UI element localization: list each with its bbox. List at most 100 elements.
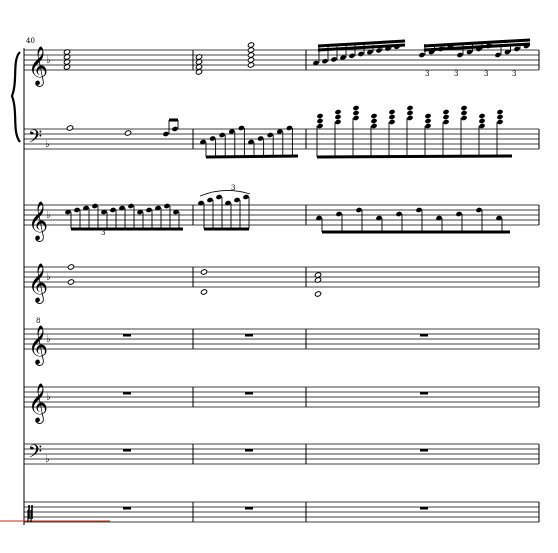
whole-rest: [123, 507, 131, 510]
clef-treble: 𝄞: [28, 201, 48, 242]
whole-rest: [245, 507, 253, 510]
note-head: [356, 207, 362, 213]
note-head: [443, 119, 449, 125]
beam: [317, 39, 406, 48]
note-head: [216, 194, 222, 200]
note-head: [198, 200, 204, 206]
note-head-open: [247, 42, 255, 48]
measure-number: 40: [26, 37, 35, 45]
staff-chord-staff: 𝄞♭: [24, 263, 540, 304]
note-head: [456, 211, 462, 217]
note-head: [267, 132, 274, 138]
key-flat: ♭: [46, 55, 51, 66]
staff-piano-right-hand: 𝄞♭: [24, 46, 540, 87]
note-head-open: [67, 279, 75, 285]
clef-treble: 𝄞: [28, 383, 48, 424]
note-head: [457, 52, 463, 58]
note-head: [317, 113, 323, 119]
staff-octave-treble-staff: 𝄞♭: [24, 325, 540, 366]
note-head: [155, 205, 161, 211]
note-head: [335, 119, 341, 125]
note-head-open: [63, 59, 71, 65]
beam: [205, 154, 299, 159]
whole-rest: [420, 392, 428, 395]
note-head: [407, 115, 413, 121]
note-head: [238, 125, 245, 131]
staff-bass-staff-rests: 𝄢 ♭: [24, 442, 540, 467]
note-head-open: [67, 264, 75, 270]
note-head: [436, 215, 442, 221]
note-head: [407, 105, 413, 111]
note-head: [207, 197, 213, 203]
note-head: [371, 113, 377, 119]
note-head: [92, 203, 98, 209]
note-head: [407, 110, 413, 116]
staff-piano-left-hand: 𝄢 ♭: [24, 127, 540, 152]
beam: [423, 38, 531, 48]
note-head: [83, 205, 89, 211]
staff-percussion-staff: [24, 501, 540, 523]
whole-rest: [420, 449, 428, 452]
note-head: [497, 114, 503, 120]
note-head-open: [200, 289, 208, 295]
note-head: [219, 132, 226, 138]
whole-rest: [123, 392, 131, 395]
key-flat: ♭: [46, 272, 51, 283]
note-head: [146, 207, 152, 213]
note-head: [128, 203, 134, 209]
note-head: [389, 114, 395, 120]
note-head: [137, 209, 143, 215]
note-head: [479, 118, 485, 124]
key-flat: ♭: [46, 392, 51, 403]
note-head: [209, 136, 216, 141]
note-head: [317, 118, 323, 124]
note-head-open: [195, 54, 203, 60]
note-head-open: [63, 54, 71, 60]
note-head: [376, 215, 382, 221]
note-head: [286, 125, 293, 131]
note-head: [497, 109, 503, 115]
note-head: [173, 209, 179, 215]
tuplet-label: 3: [101, 229, 105, 237]
note-head: [335, 109, 341, 115]
note-head: [65, 209, 71, 215]
whole-rest: [245, 392, 253, 395]
note-head: [461, 105, 467, 111]
note-head: [358, 51, 364, 57]
note-head-open: [200, 269, 208, 275]
note-head-open: [66, 125, 74, 131]
note-head: [172, 126, 178, 132]
note-head-open: [247, 47, 255, 53]
note-head: [425, 118, 431, 124]
note-head: [371, 123, 377, 129]
note-head: [461, 115, 467, 121]
note-head: [349, 53, 355, 59]
note-head: [331, 57, 337, 62]
key-flat: ♭: [46, 210, 51, 221]
note-head-open: [314, 272, 322, 278]
octave-eight-mark: 8: [36, 317, 40, 325]
note-head: [317, 123, 323, 129]
note-head: [461, 110, 467, 116]
staves: 𝄞♭𝄢 ♭𝄞♭𝄞♭𝄞♭𝄞♭𝄢 ♭: [24, 46, 540, 523]
tuplet-label: 3: [231, 184, 235, 192]
note-head: [340, 55, 346, 60]
clef-treble: 𝄞: [28, 263, 48, 304]
note-head: [419, 52, 425, 58]
note-head-open: [195, 69, 203, 75]
key-flat: ♭: [45, 139, 50, 150]
note-head: [443, 114, 449, 120]
note-head: [110, 207, 116, 213]
note-head: [335, 114, 341, 120]
note-head: [514, 46, 520, 52]
note-head-open: [63, 64, 71, 70]
note-head: [504, 49, 511, 55]
clef-bass: 𝄢: [28, 127, 42, 152]
whole-rest: [245, 449, 253, 452]
note-head-open: [314, 291, 322, 297]
key-flat: ♭: [45, 454, 50, 465]
whole-rest: [420, 507, 428, 510]
tuplet-label: 3: [454, 70, 458, 78]
clef-treble-8: 𝄞: [28, 325, 48, 366]
